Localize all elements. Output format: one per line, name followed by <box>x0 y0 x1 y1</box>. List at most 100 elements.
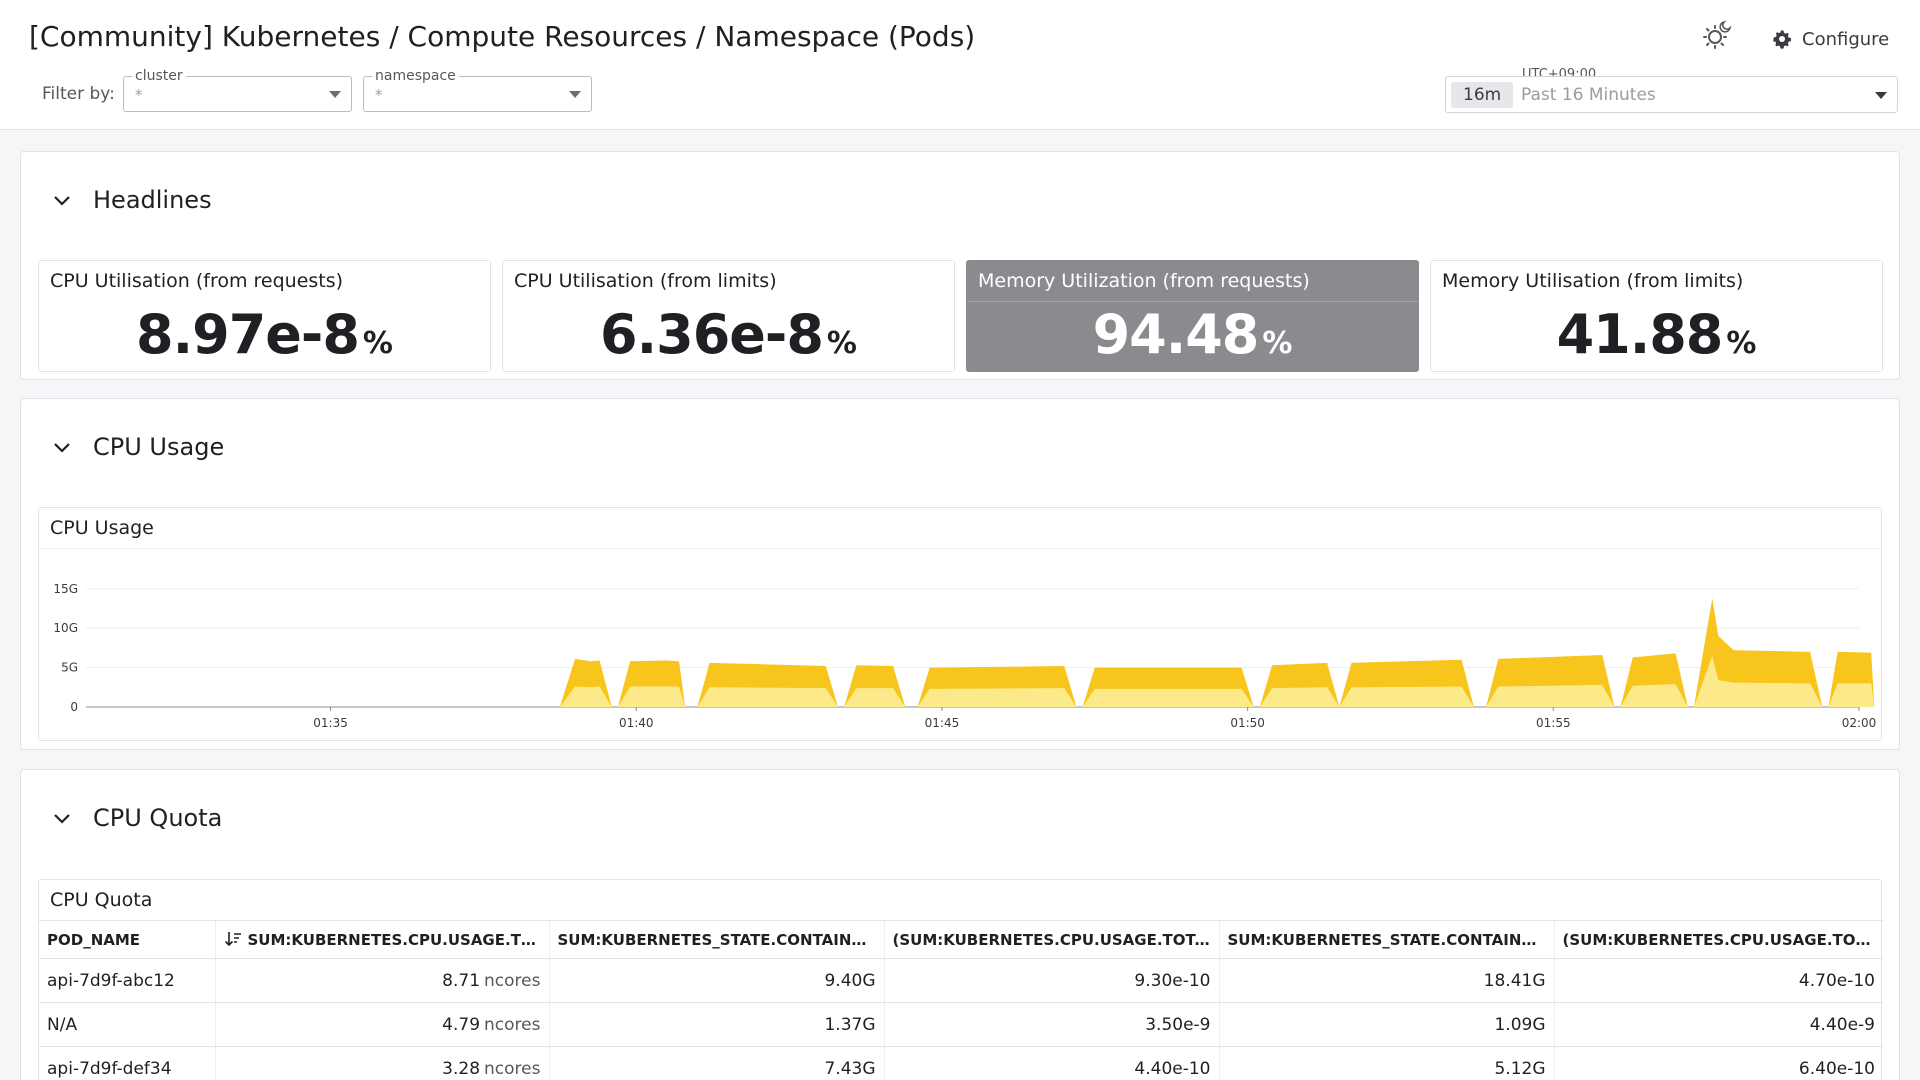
memory-util-limits-tile[interactable]: Memory Utilisation (from limits) 41.88% <box>1430 260 1883 372</box>
cpu-usage-section-toggle[interactable]: CPU Usage <box>51 433 224 461</box>
area-segment-bottom <box>559 686 612 707</box>
tile-unit: % <box>826 326 857 361</box>
chevron-down-icon <box>54 443 70 453</box>
table-cell: 5.12G <box>1218 1046 1554 1080</box>
area-segment-bottom <box>617 686 686 707</box>
table-cell: 4.40e-10 <box>883 1046 1219 1080</box>
tile-number: 94.48 <box>1092 303 1260 366</box>
panel-divider <box>39 548 1881 549</box>
cpu-usage-cell: 4.79 ncores <box>214 1002 549 1047</box>
table-cell: 9.30e-10 <box>883 958 1219 1003</box>
x-tick-label: 01:45 <box>925 716 960 730</box>
table-row[interactable]: api-7d9f-def34 3.28 ncores 7.43G 4.40e-10… <box>39 1046 1883 1080</box>
table-cell: 4.70e-10 <box>1553 958 1883 1003</box>
column-header-cpu-requests-ratio[interactable]: (SUM:KUBERNETES.CPU.USAGE.TOTAL{... <box>883 920 1219 959</box>
cpu-util-requests-tile[interactable]: CPU Utilisation (from requests) 8.97e-8% <box>38 260 491 372</box>
cpu-quota-section-toggle[interactable]: CPU Quota <box>51 804 222 832</box>
namespace-filter[interactable]: namespace * <box>363 68 592 112</box>
table-cell: 18.41G <box>1218 958 1554 1003</box>
cell-value: 4.79 <box>442 1014 481 1035</box>
area-segment-bottom <box>844 688 906 707</box>
y-tick-label: 0 <box>70 700 78 714</box>
tile-unit: % <box>362 326 393 361</box>
area-segment-bottom <box>1828 683 1875 707</box>
column-header-cpu-requests[interactable]: SUM:KUBERNETES_STATE.CONTAINER.C... <box>548 920 884 959</box>
section-title: CPU Usage <box>93 433 225 461</box>
table-cell: 1.37G <box>548 1002 884 1047</box>
gear-icon <box>1773 30 1792 49</box>
chevron-down-icon <box>54 814 70 824</box>
column-header-label: SUM:KUBERNETES.CPU.USAGE.TOT... <box>247 931 550 949</box>
time-range-badge: 16m <box>1451 82 1514 108</box>
table-row[interactable]: N/A 4.79 ncores 1.37G 3.50e-9 1.09G 4.40e… <box>39 1002 1883 1047</box>
tile-title: Memory Utilization (from requests) <box>978 270 1310 292</box>
sun-moon-icon <box>1703 20 1732 49</box>
table-row[interactable]: api-7d9f-abc12 8.71 ncores 9.40G 9.30e-10… <box>39 958 1883 1003</box>
cpu-usage-cell: 3.28 ncores <box>214 1046 549 1080</box>
column-header-cpu-usage[interactable]: SUM:KUBERNETES.CPU.USAGE.TOT... <box>214 920 550 959</box>
column-header-cpu-limits[interactable]: SUM:KUBERNETES_STATE.CONTAINER.C... <box>1218 920 1554 959</box>
pod-name-cell: api-7d9f-def34 <box>39 1046 215 1080</box>
table-cell: 6.40e-10 <box>1553 1046 1883 1080</box>
sort-descending-icon <box>224 932 241 947</box>
cluster-filter-caption: cluster <box>132 68 186 84</box>
tile-unit: % <box>1726 326 1757 361</box>
table-header-row: POD_NAME SUM:KUBERNETES.CPU.USAGE.TOT...… <box>39 920 1883 959</box>
area-segment-bottom <box>1082 688 1254 707</box>
y-tick-label: 15G <box>53 582 78 596</box>
headlines-section-toggle[interactable]: Headlines <box>51 186 212 214</box>
tile-value: 94.48% <box>967 303 1418 366</box>
namespace-filter-value: * <box>375 86 383 104</box>
pod-name-cell: N/A <box>39 1002 215 1047</box>
chevron-down-icon <box>54 196 70 206</box>
tile-divider <box>967 301 1418 302</box>
panel-title: CPU Usage <box>50 517 154 539</box>
area-segment-bottom <box>1620 684 1688 707</box>
area-segment-bottom <box>1339 686 1474 707</box>
column-header-cpu-limits-ratio[interactable]: (SUM:KUBERNETES.CPU.USAGE.TOTAL{... <box>1553 920 1883 959</box>
tile-number: 41.88 <box>1556 303 1724 366</box>
table-cell: 9.40G <box>548 958 884 1003</box>
table-cell: 4.40e-9 <box>1553 1002 1883 1047</box>
memory-util-requests-tile[interactable]: Memory Utilization (from requests) 94.48… <box>966 260 1419 372</box>
cpu-usage-section: CPU Usage CPU Usage 0 5G 10G 15G 01:35 01:40 0… <box>20 398 1900 750</box>
section-title: CPU Quota <box>93 804 223 832</box>
headlines-section: Headlines CPU Utilisation (from requests… <box>20 151 1900 380</box>
cell-unit: ncores <box>484 1014 541 1035</box>
x-tick-label: 01:35 <box>313 716 348 730</box>
cpu-quota-section: CPU Quota CPU Quota POD_NAME SUM:KUBERNE… <box>20 769 1900 1080</box>
tile-value: 41.88% <box>1431 303 1882 366</box>
time-range-text: Past 16 Minutes <box>1521 85 1656 105</box>
table-cell: 1.09G <box>1218 1002 1554 1047</box>
column-header-pod-name[interactable]: POD_NAME <box>39 920 215 959</box>
chevron-down-icon <box>329 91 341 98</box>
chevron-down-icon <box>1875 92 1887 99</box>
theme-toggle-button[interactable] <box>1700 18 1734 52</box>
table-cell: 7.43G <box>548 1046 884 1080</box>
cpu-usage-chart[interactable]: 0 5G 10G 15G 01:35 01:40 01:45 01:50 01:55 02:00 <box>39 508 1883 742</box>
filter-label: Filter by: <box>42 84 115 104</box>
cpu-usage-panel[interactable]: CPU Usage 0 5G 10G 15G 01:35 01:40 01:45 01:50 0… <box>38 507 1882 741</box>
cluster-filter[interactable]: cluster * <box>123 68 352 112</box>
x-tick-label: 01:40 <box>619 716 654 730</box>
tile-value: 8.97e-8% <box>39 303 490 366</box>
configure-label: Configure <box>1802 28 1890 50</box>
section-title: Headlines <box>93 186 212 214</box>
chevron-down-icon <box>569 91 581 98</box>
cpu-quota-panel: CPU Quota POD_NAME SUM:KUBERNETES.CPU.US… <box>38 879 1883 1080</box>
cpu-usage-cell: 8.71 ncores <box>214 958 549 1003</box>
time-range-picker[interactable]: 16m Past 16 Minutes <box>1445 76 1898 113</box>
configure-button[interactable]: Configure <box>1772 24 1889 54</box>
y-tick-label: 10G <box>53 621 78 635</box>
cpu-util-limits-tile[interactable]: CPU Utilisation (from limits) 6.36e-8% <box>502 260 955 372</box>
page-title: [Community] Kubernetes / Compute Resourc… <box>29 20 976 53</box>
y-tick-label: 5G <box>61 661 78 675</box>
x-tick-label: 02:00 <box>1842 716 1877 730</box>
tile-unit: % <box>1262 326 1293 361</box>
area-segment-bottom <box>1693 655 1823 707</box>
area-segment-top <box>1693 598 1823 707</box>
cell-value: 3.28 <box>442 1058 481 1079</box>
area-segment-bottom <box>917 688 1077 707</box>
cell-value: 8.71 <box>442 970 481 991</box>
cell-unit: ncores <box>484 1058 541 1079</box>
